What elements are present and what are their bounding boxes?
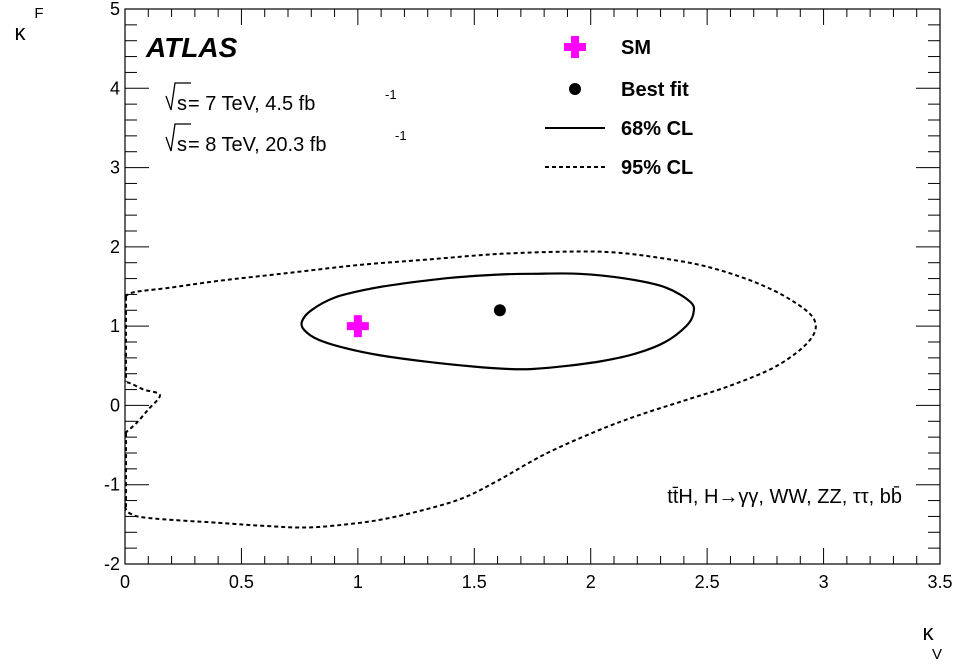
plot-frame [124, 8, 941, 565]
y-axis-label: κ [15, 20, 27, 45]
x-tick-label: 3.5 [927, 572, 952, 592]
x-tick-label: 2.5 [695, 572, 720, 592]
axis-tick-labels: 0 0.5 1 1.5 2 2.5 3 3.5 -2 -1 0 1 2 3 4 5 [104, 0, 953, 592]
contour-68 [300, 272, 696, 371]
legend-68-label: 68% CL [621, 118, 693, 140]
y-tick-label: 5 [110, 0, 120, 19]
x-tick-label: 2 [586, 572, 596, 592]
contour-95 [124, 250, 817, 529]
y-tick-label: 4 [110, 78, 120, 98]
y-tick-label: 2 [110, 237, 120, 257]
x-axis-label: κ [923, 620, 935, 645]
y-tick-label: 1 [110, 316, 120, 336]
sm-point [346, 315, 369, 338]
y-axis-label-subscript: F [34, 5, 43, 22]
x-tick-label: 1.5 [462, 572, 487, 592]
x-tick-label: 1 [353, 572, 363, 592]
energy-1-text: = 7 TeV, 4.5 fb [188, 93, 315, 115]
x-tick-label: 3 [819, 572, 829, 592]
energy-line-1: s = 7 TeV, 4.5 fb -1 [165, 82, 397, 115]
legend-best-fit-label: Best fit [621, 79, 689, 101]
energy-1-s: s [177, 93, 187, 115]
legend-sm-label: SM [621, 37, 651, 59]
y-tick-label: -1 [104, 475, 120, 495]
legend-sm-marker [564, 36, 586, 58]
legend: SM Best fit 68% CL 95% CL [545, 36, 693, 179]
energy-2-s: s [177, 134, 187, 156]
contours [124, 250, 817, 529]
best-fit-point [493, 304, 506, 317]
channels-label: tt̄H, H→γγ, WW, ZZ, ττ, bb̄ [667, 485, 902, 508]
legend-best-fit-marker [569, 83, 581, 95]
legend-95-label: 95% CL [621, 157, 693, 179]
experiment-label: ATLAS [145, 32, 238, 63]
markers [346, 304, 506, 338]
energy-line-2: s = 8 TeV, 20.3 fb -1 [165, 123, 407, 156]
energy-2-exponent: -1 [395, 128, 407, 143]
axis-ticks [124, 8, 941, 565]
contour-95-spike [124, 380, 161, 434]
x-tick-label: 0.5 [229, 572, 254, 592]
energy-2-text: = 8 TeV, 20.3 fb [188, 134, 326, 156]
energy-1-exponent: -1 [385, 87, 397, 102]
y-tick-label: 3 [110, 158, 120, 178]
x-tick-label: 0 [120, 572, 130, 592]
x-axis-label-subscript: V [932, 646, 942, 663]
y-tick-label: 0 [110, 395, 120, 415]
y-tick-label: -2 [104, 554, 120, 574]
